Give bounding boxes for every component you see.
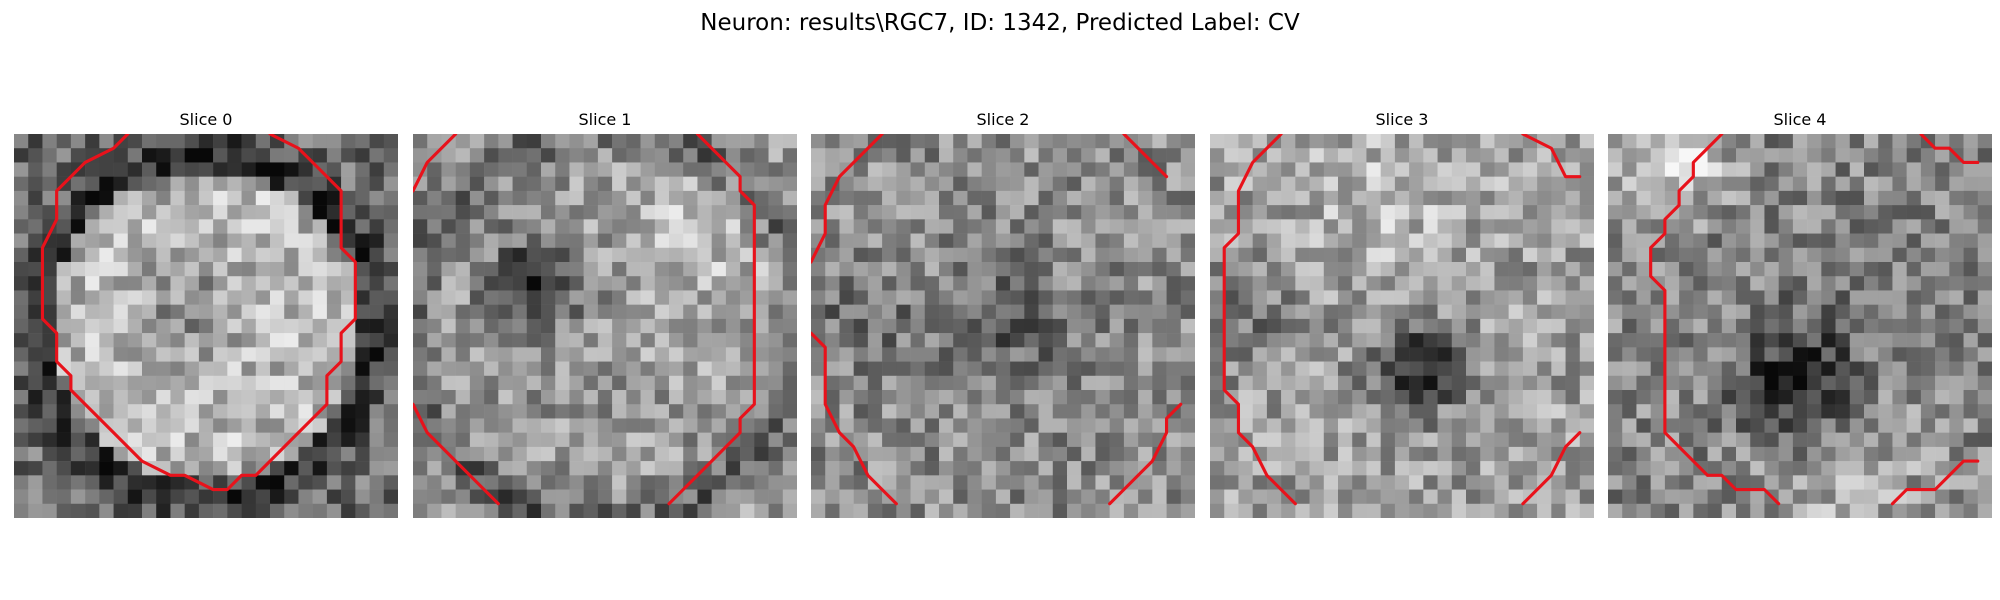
contour-line — [667, 134, 756, 506]
slice-image-4 — [1608, 134, 1992, 518]
slice-title-3: Slice 3 — [1375, 110, 1429, 129]
slice-title-0: Slice 0 — [179, 110, 233, 129]
pixel-grid — [1608, 134, 1992, 518]
contour-line — [811, 134, 884, 264]
pixel-grid — [14, 134, 398, 518]
contour-line — [1222, 134, 1297, 506]
contour-line — [1649, 134, 1781, 506]
figure-title: Neuron: results\RGC7, ID: 1342, Predicte… — [700, 10, 1300, 36]
contour-line — [1122, 134, 1169, 179]
slice-title-1: Slice 1 — [578, 110, 632, 129]
slice-image-1 — [413, 134, 797, 518]
contour-line — [1919, 134, 1980, 165]
pixel-grid — [413, 134, 797, 518]
contour-line — [1521, 134, 1582, 179]
pixel-grid — [1210, 134, 1594, 518]
contour-line — [1108, 402, 1183, 506]
contour-line — [413, 402, 500, 506]
slice-image-3 — [1210, 134, 1594, 518]
contour-line — [40, 134, 357, 492]
slice-title-2: Slice 2 — [976, 110, 1030, 129]
contour-line — [811, 331, 898, 506]
slice-image-0 — [14, 134, 398, 518]
slice-image-2 — [811, 134, 1195, 518]
contour-line — [1890, 459, 1980, 506]
contour-line — [1521, 431, 1582, 506]
pixel-grid — [811, 134, 1195, 518]
contour-line — [413, 134, 458, 193]
slice-title-4: Slice 4 — [1773, 110, 1827, 129]
